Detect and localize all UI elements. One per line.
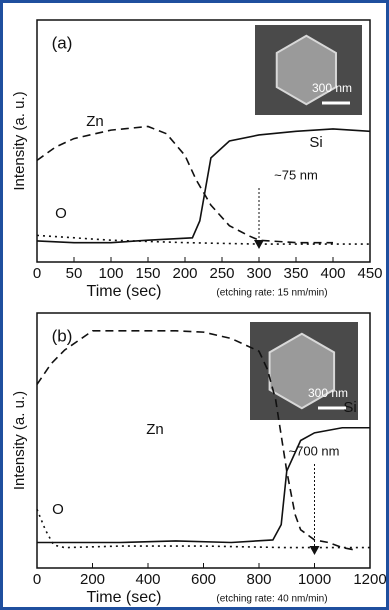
x-tick-label: 150: [135, 265, 160, 282]
figure: 0 50 100 150 200 250 300 350 400 450 Time (sec) (et…: [0, 0, 389, 610]
x-axis-title: Time (sec): [87, 283, 162, 300]
panel-label: (a): [52, 33, 73, 52]
x-tick-label: 0: [33, 265, 41, 282]
x-tick-label: 400: [135, 571, 160, 588]
y-axis-title: Intensity (a. u.): [11, 391, 28, 490]
x-tick-label: 50: [66, 265, 83, 282]
x-tick-label: 250: [209, 265, 234, 282]
note: (etching rate: 40 nm/min): [216, 594, 327, 605]
x-tick-label: 800: [246, 571, 271, 588]
annotation: ~75 nm: [274, 167, 318, 182]
note: (etching rate: 15 nm/min): [216, 288, 327, 299]
x-tick-label: 200: [172, 265, 197, 282]
series-label: O: [52, 501, 64, 518]
x-tick-label: 600: [191, 571, 216, 588]
panel-label: (b): [52, 326, 73, 345]
x-axis-title: Time (sec): [87, 589, 162, 606]
x-tick-label: 300: [246, 265, 271, 282]
series-label: Si: [309, 134, 322, 151]
y-axis-title: Intensity (a. u.): [11, 91, 28, 190]
series-label: Zn: [146, 421, 164, 438]
series-label: O: [55, 205, 67, 222]
x-tick-label: 200: [80, 571, 105, 588]
series-label: Zn: [86, 113, 104, 130]
x-tick-label: 450: [357, 265, 382, 282]
series-label: Si: [343, 399, 356, 416]
x-tick-label: 100: [98, 265, 123, 282]
x-tick-label: 350: [283, 265, 308, 282]
x-tick-label: 400: [320, 265, 345, 282]
inset-scale-label: 300 nm: [308, 386, 348, 400]
x-tick-label: 1000: [298, 571, 331, 588]
x-tick-label: 1200: [353, 571, 386, 588]
x-tick-label: 0: [33, 571, 41, 588]
annotation: ~700 nm: [289, 443, 340, 458]
inset-scale-label: 300 nm: [312, 81, 352, 95]
